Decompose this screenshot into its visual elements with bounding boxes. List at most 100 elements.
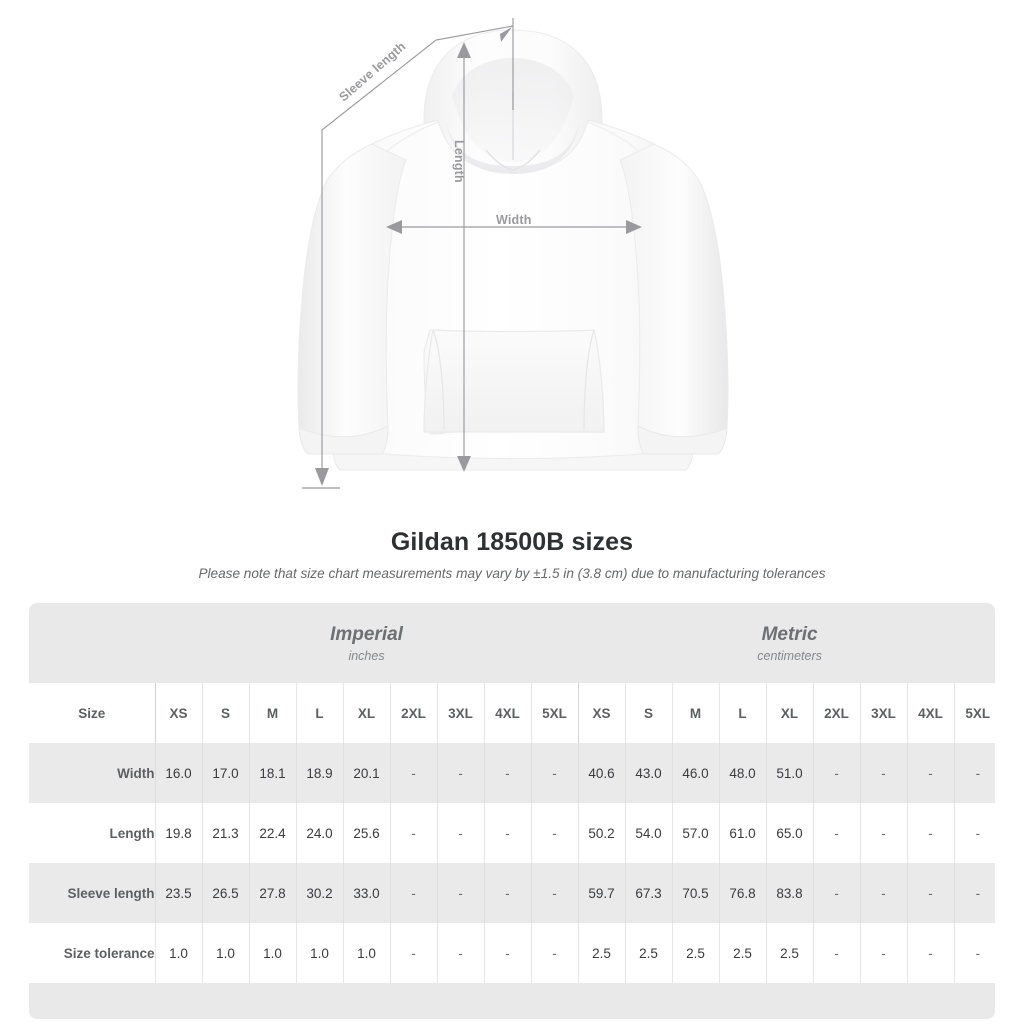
- cell-width-imperial-2xl: -: [389, 743, 437, 803]
- cell-tolerance-metric-s: 2.5: [624, 923, 673, 983]
- cell-width-imperial-3xl: -: [436, 743, 484, 803]
- row-label-size-tolerance: Size tolerance: [29, 923, 155, 983]
- cell-sleeve-metric-4xl: -: [906, 863, 955, 923]
- cell-length-metric-xs: 50.2: [577, 803, 626, 863]
- cell-width-metric-4xl: -: [906, 743, 955, 803]
- cell-tolerance-imperial-m: 1.0: [248, 923, 296, 983]
- cell-tolerance-metric-3xl: -: [859, 923, 908, 983]
- column-header-metric-5xl: 5XL: [953, 683, 995, 743]
- size-header-row: Size XS S M L XL 2XL 3XL 4XL 5XL XS S M …: [29, 683, 995, 743]
- cell-sleeve-imperial-xs: 23.5: [154, 863, 202, 923]
- cell-sleeve-imperial-s: 26.5: [201, 863, 249, 923]
- width-annotation-label: Width: [496, 213, 532, 227]
- cell-sleeve-imperial-3xl: -: [436, 863, 484, 923]
- chart-heading: Gildan 18500B sizes Please note that siz…: [0, 528, 1024, 581]
- row-label-length: Length: [29, 803, 155, 863]
- cell-width-imperial-xs: 16.0: [154, 743, 202, 803]
- tolerance-note: Please note that size chart measurements…: [198, 566, 826, 581]
- cell-tolerance-metric-m: 2.5: [671, 923, 720, 983]
- column-header-metric-3xl: 3XL: [859, 683, 908, 743]
- column-header-metric-m: M: [671, 683, 720, 743]
- cell-sleeve-metric-2xl: -: [812, 863, 861, 923]
- column-header-imperial-3xl: 3XL: [436, 683, 484, 743]
- size-column-header: Size: [29, 683, 155, 743]
- cell-length-metric-l: 61.0: [718, 803, 767, 863]
- cell-length-imperial-m: 22.4: [248, 803, 296, 863]
- row-label-sleeve-length: Sleeve length: [29, 863, 155, 923]
- table-footer-band: [29, 983, 995, 1019]
- column-header-imperial-m: M: [248, 683, 296, 743]
- cell-width-imperial-s: 17.0: [201, 743, 249, 803]
- cell-length-metric-m: 57.0: [671, 803, 720, 863]
- cell-sleeve-metric-l: 76.8: [718, 863, 767, 923]
- unit-band-spacer: [29, 603, 155, 683]
- cell-width-metric-5xl: -: [953, 743, 995, 803]
- cell-length-imperial-xl: 25.6: [342, 803, 390, 863]
- hoodie-drawing: [297, 29, 729, 471]
- cell-sleeve-metric-xl: 83.8: [765, 863, 814, 923]
- cell-sleeve-metric-5xl: -: [953, 863, 995, 923]
- cell-sleeve-metric-m: 70.5: [671, 863, 720, 923]
- cell-sleeve-imperial-4xl: -: [483, 863, 531, 923]
- cell-sleeve-imperial-m: 27.8: [248, 863, 296, 923]
- column-header-metric-xs: XS: [577, 683, 626, 743]
- table-row: Size tolerance 1.0 1.0 1.0 1.0 1.0 - - -…: [29, 923, 995, 983]
- unit-band-row: Imperial inches Metric centimeters: [29, 603, 995, 683]
- footer-band-cell: [29, 983, 995, 1019]
- garment-illustration: Sleeve length Length Width: [0, 0, 1024, 510]
- cell-length-metric-s: 54.0: [624, 803, 673, 863]
- column-header-metric-xl: XL: [765, 683, 814, 743]
- cell-width-imperial-5xl: -: [530, 743, 579, 803]
- cell-length-metric-2xl: -: [812, 803, 861, 863]
- cell-width-imperial-l: 18.9: [295, 743, 343, 803]
- cell-length-metric-4xl: -: [906, 803, 955, 863]
- column-header-imperial-2xl: 2XL: [389, 683, 437, 743]
- cell-sleeve-imperial-l: 30.2: [295, 863, 343, 923]
- cell-sleeve-imperial-xl: 33.0: [342, 863, 390, 923]
- table-row: Width 16.0 17.0 18.1 18.9 20.1 - - - - 4…: [29, 743, 995, 803]
- cell-length-metric-5xl: -: [953, 803, 995, 863]
- cell-tolerance-metric-5xl: -: [953, 923, 995, 983]
- column-header-metric-2xl: 2XL: [812, 683, 861, 743]
- cell-tolerance-metric-2xl: -: [812, 923, 861, 983]
- unit-name-metric: Metric: [761, 623, 818, 645]
- size-table-container: Imperial inches Metric centimeters Size …: [29, 603, 995, 1019]
- cell-sleeve-metric-xs: 59.7: [577, 863, 626, 923]
- cell-tolerance-imperial-s: 1.0: [201, 923, 249, 983]
- unit-sub-metric: centimeters: [757, 649, 822, 664]
- cell-width-metric-xl: 51.0: [765, 743, 814, 803]
- row-label-width: Width: [29, 743, 155, 803]
- sleeve-length-line: [321, 25, 514, 480]
- cell-length-imperial-l: 24.0: [295, 803, 343, 863]
- measurement-annotations: [302, 18, 642, 489]
- cell-width-imperial-4xl: -: [483, 743, 531, 803]
- cell-tolerance-imperial-xs: 1.0: [154, 923, 202, 983]
- cell-sleeve-metric-3xl: -: [859, 863, 908, 923]
- cell-tolerance-metric-xl: 2.5: [765, 923, 814, 983]
- cell-tolerance-metric-xs: 2.5: [577, 923, 626, 983]
- page-title: Gildan 18500B sizes: [390, 528, 634, 556]
- cell-length-imperial-5xl: -: [530, 803, 579, 863]
- cell-length-metric-xl: 65.0: [765, 803, 814, 863]
- cell-tolerance-imperial-5xl: -: [530, 923, 579, 983]
- cell-sleeve-imperial-2xl: -: [389, 863, 437, 923]
- cell-tolerance-imperial-xl: 1.0: [342, 923, 390, 983]
- column-header-imperial-4xl: 4XL: [483, 683, 531, 743]
- column-header-metric-l: L: [718, 683, 767, 743]
- cell-width-imperial-xl: 20.1: [342, 743, 390, 803]
- cell-length-imperial-xs: 19.8: [154, 803, 202, 863]
- unit-header-metric: Metric centimeters: [578, 603, 995, 683]
- column-header-metric-4xl: 4XL: [906, 683, 955, 743]
- cell-tolerance-metric-l: 2.5: [718, 923, 767, 983]
- table-row: Length 19.8 21.3 22.4 24.0 25.6 - - - - …: [29, 803, 995, 863]
- cell-width-metric-l: 48.0: [718, 743, 767, 803]
- cell-width-metric-m: 46.0: [671, 743, 720, 803]
- cell-tolerance-metric-4xl: -: [906, 923, 955, 983]
- column-header-imperial-5xl: 5XL: [530, 683, 579, 743]
- column-header-imperial-xs: XS: [154, 683, 202, 743]
- cell-width-metric-xs: 40.6: [577, 743, 626, 803]
- column-header-imperial-s: S: [201, 683, 249, 743]
- length-annotation-label: Length: [452, 140, 466, 183]
- unit-header-imperial: Imperial inches: [155, 603, 579, 683]
